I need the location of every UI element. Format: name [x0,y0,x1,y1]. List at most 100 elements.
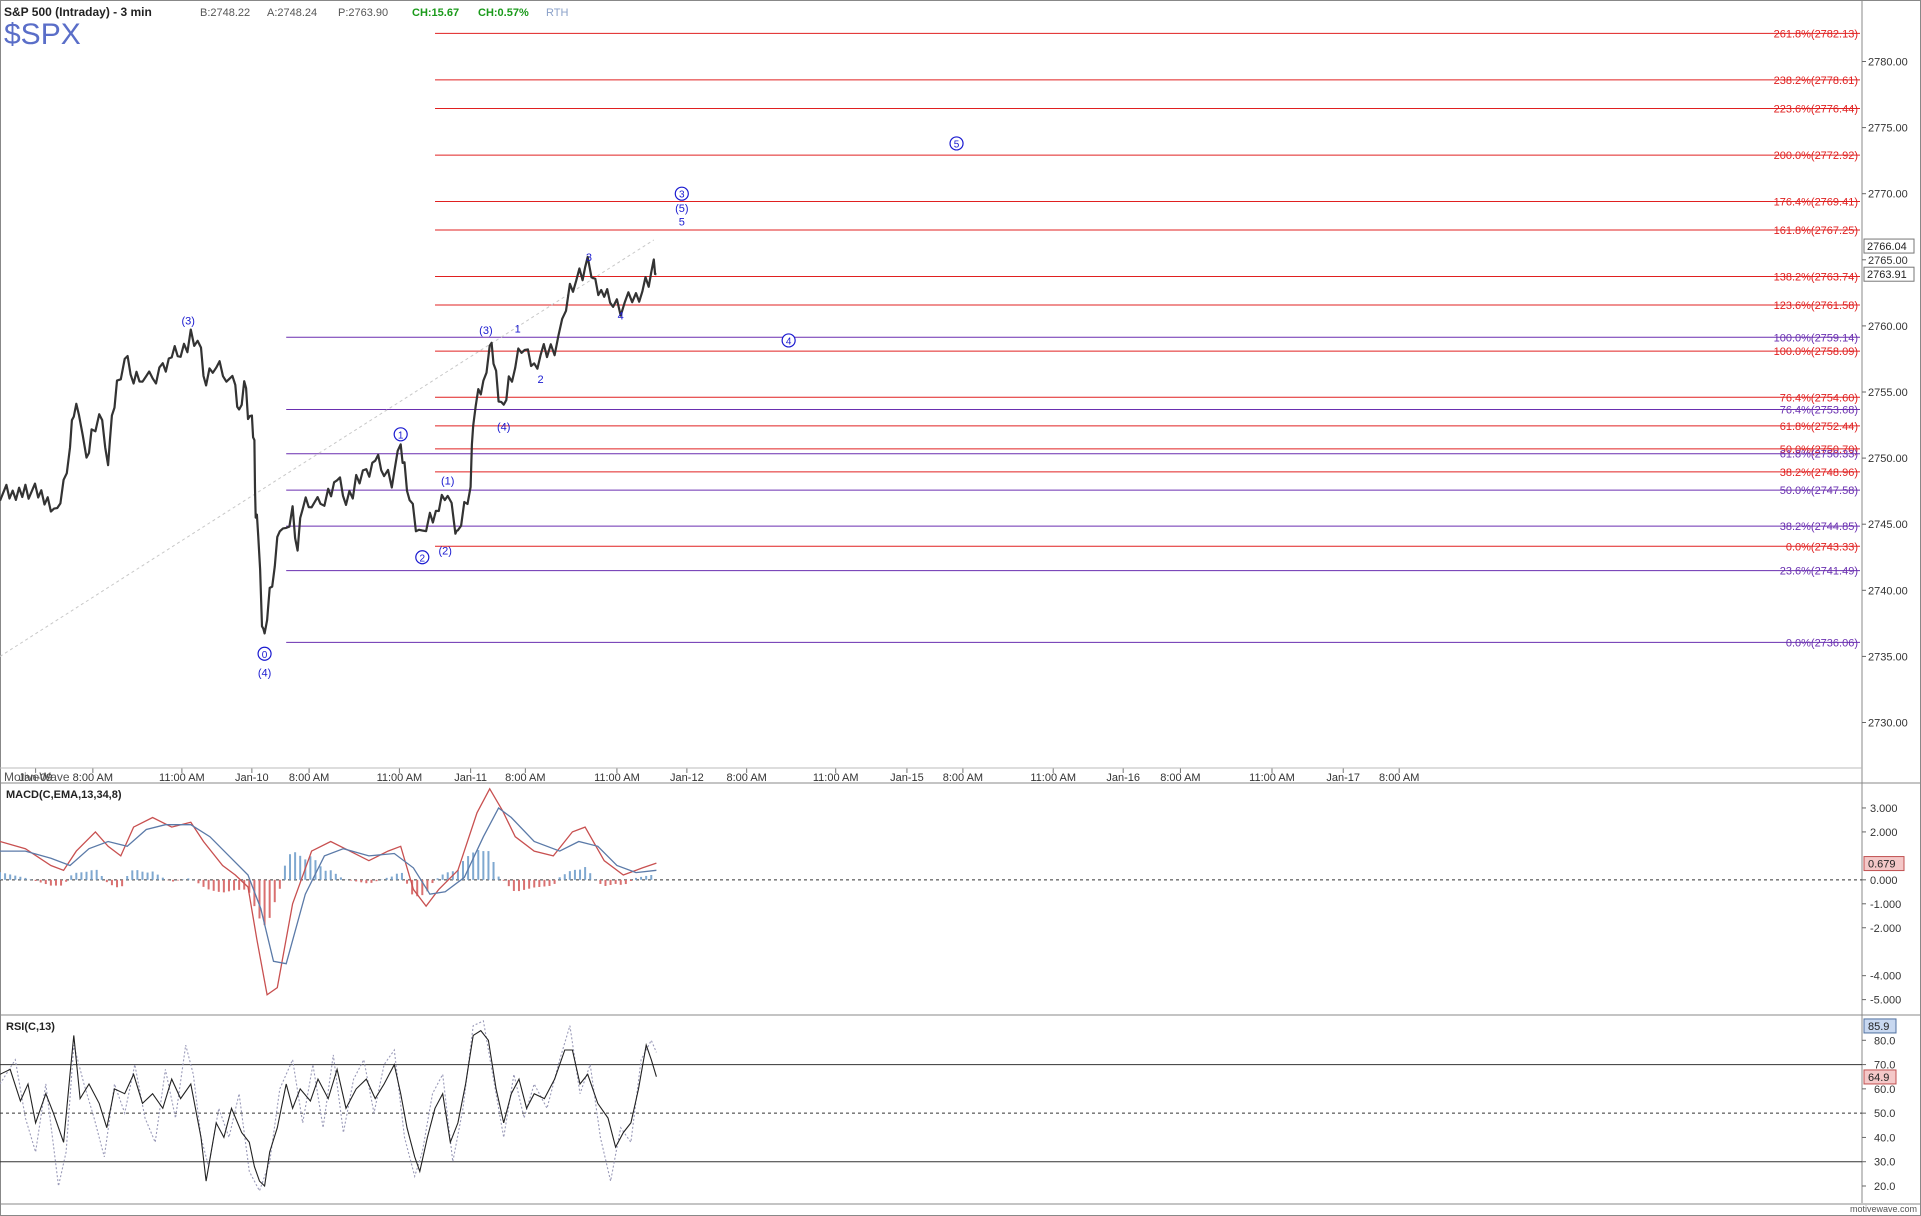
wave-label: (4) [258,667,271,679]
time-tick-label: Jan-16 [1106,772,1140,784]
wave-label: (3) [182,316,195,328]
watermark: MotiveWave [4,770,70,784]
wave-circle [674,186,689,201]
rsi-tick-label: 70.0 [1874,1060,1895,1072]
macd-line [0,787,657,996]
wave-circle [415,550,430,565]
time-tick-label: 11:00 AM [1030,772,1076,784]
fib-label: 38.2%(2744.85) [1780,521,1858,533]
rsi-average-line [0,1020,657,1193]
price-tick-label: 2735.00 [1868,651,1908,663]
time-tick-label: 8:00 AM [73,772,113,784]
wave-label: 4 [618,310,624,322]
fib-label: 50.0%(2747.58) [1780,485,1858,497]
chart-title: S&P 500 (Intraday) - 3 min [4,5,152,19]
rsi-value-tag [1863,1069,1897,1085]
wave-label: (2) [438,546,451,558]
fib-label: 223.6%(2776.44) [1774,104,1858,116]
time-tick-label: Jan-15 [890,772,924,784]
wave-label: 2 [420,553,426,564]
time-tick-label: 8:00 AM [726,772,766,784]
price-tick-label: 2775.00 [1868,123,1908,135]
last-price: P:2763.90 [338,7,388,19]
price-series [0,255,657,635]
macd-title: MACD(C,EMA,13,34,8) [6,789,122,801]
fib-label: 0.0%(2743.33) [1786,541,1858,553]
fib-label: 100.0%(2758.09) [1774,346,1858,358]
rsi-tick-label: 30.0 [1874,1157,1895,1169]
wave-label: 0 [262,650,268,661]
trend-projection [0,239,655,657]
rsi-tick-label: 20.0 [1874,1181,1895,1193]
time-tick-label: 8:00 AM [289,772,329,784]
price-tick-label: 2740.00 [1868,585,1908,597]
price-tick-label: 2765.00 [1868,255,1908,267]
macd-tick-label: -4.000 [1870,971,1901,983]
wave-circle [393,427,408,442]
wave-label: (1) [441,476,454,488]
wave-circle [949,136,964,151]
price-tag-box [1863,266,1915,282]
time-tick-label: Jan-11 [454,772,487,784]
signal-line [0,807,657,965]
footer-url: motivewave.com [1850,1204,1917,1214]
wave-label: 3 [586,252,592,264]
price-tick-label: 2730.00 [1868,718,1908,730]
wave-circle [257,646,272,661]
fib-label: 200.0%(2772.92) [1774,150,1858,162]
wave-label: (3) [479,325,492,337]
rsi-tick-label: 40.0 [1874,1132,1895,1144]
projection-line [0,239,655,657]
time-tick-label: 11:00 AM [377,772,423,784]
time-tick-label: 11:00 AM [594,772,640,784]
fib-label: 61.8%(2752.44) [1780,421,1858,433]
fib-label: 76.4%(2754.60) [1780,392,1858,404]
price-tick-label: 2770.00 [1868,189,1908,201]
fib-label: 23.6%(2741.49) [1780,566,1858,578]
macd-panel: MACD(C,EMA,13,34,8) 3.000 2.000 0.000 -1.000… [0,787,1905,1007]
macd-tick-label: 3.000 [1870,803,1898,815]
fib-label: 61.8%(2750.33) [1780,449,1858,461]
wave-label: 3 [679,190,685,201]
macd-tick-label: -5.000 [1870,995,1901,1007]
wave-label: 2 [538,374,544,386]
time-tick-label: Jan-10 [235,772,269,784]
price-tick-label: 2760.00 [1868,321,1908,333]
macd-tick-label: 2.000 [1870,827,1898,839]
session-badge: RTH [546,7,568,19]
wave-circle [781,333,796,348]
rsi-value-tag [1863,1018,1897,1034]
wave-label: 5 [954,139,960,150]
rsi-panel: RSI(C,13) 80.0 70.0 60.0 50.0 40.0 30.0 20.0 85.… [0,1018,1897,1193]
macd-tick-label: -2.000 [1870,923,1901,935]
fib-label: 176.4%(2769.41) [1774,196,1858,208]
price-axis: 2730.00 2735.00 2740.00 2745.00 2750.00 2755.… [1862,56,1915,730]
ask-value: A:2748.24 [267,7,317,19]
time-tick-label: 11:00 AM [159,772,205,784]
wave-label: (5) [675,203,688,215]
wave-label: 1 [398,430,404,441]
fib-label: 161.8%(2767.25) [1774,225,1858,237]
time-axis: Jan-09 8:00 AM 11:00 AM Jan-10 8:00 AM 11:00 … [0,767,1862,784]
wave-label: 5 [679,216,685,228]
wave-label: (4) [497,421,510,433]
wave-label: 1 [515,324,521,336]
price-tag-box [1863,238,1915,254]
rsi-title: RSI(C,13) [6,1021,55,1033]
price-tick-label: 2750.00 [1868,453,1908,465]
fib-label: 123.6%(2761.58) [1774,300,1858,312]
time-tick-label: 11:00 AM [1249,772,1295,784]
fib-label: 100.0%(2759.14) [1774,332,1858,344]
time-tick-label: 8:00 AM [1160,772,1200,784]
price-tick-label: 2780.00 [1868,56,1908,68]
time-tick-label: Jan-09 [19,772,53,784]
rsi-tick-label: 50.0 [1874,1108,1895,1120]
fib-label: 238.2%(2778.61) [1774,75,1858,87]
price-tick-label: 2755.00 [1868,387,1908,399]
fib-label: 261.8%(2782.13) [1774,28,1858,40]
macd-tick-label: -1.000 [1870,899,1901,911]
